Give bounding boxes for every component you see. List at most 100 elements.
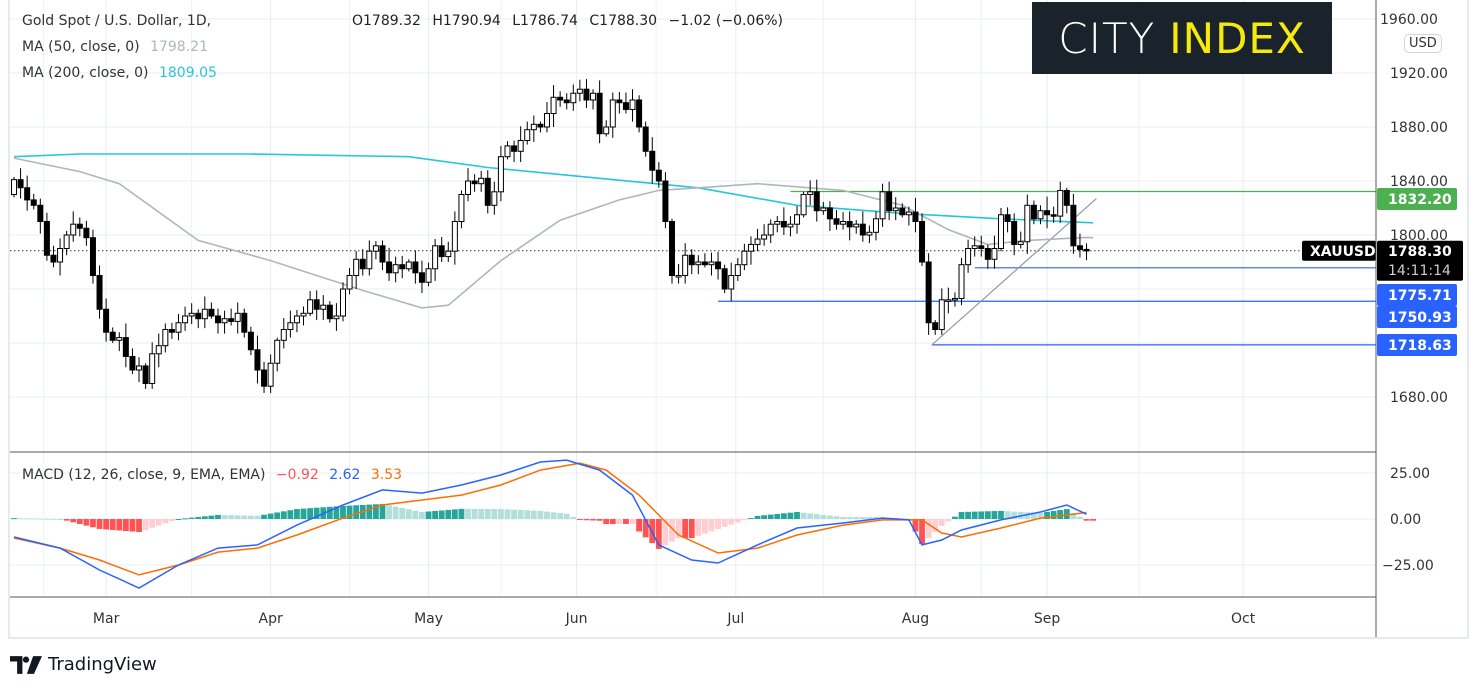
symbol-title[interactable]: Gold Spot / U.S. Dollar, 1D, xyxy=(22,13,212,29)
candle-body xyxy=(807,191,814,196)
price-tick-label: 1840.00 xyxy=(1390,174,1448,190)
macd-histogram-bar xyxy=(504,509,511,519)
month-label: Aug xyxy=(902,611,929,627)
candle-body xyxy=(300,312,307,317)
macd-histogram-bar xyxy=(109,519,116,530)
macd-histogram-bar xyxy=(840,516,846,519)
macd-histogram-bar xyxy=(853,517,860,519)
candle-body xyxy=(629,99,636,110)
candle-body xyxy=(214,315,221,324)
macd-histogram-bar xyxy=(603,519,610,525)
candle xyxy=(221,310,228,334)
candle xyxy=(820,201,827,215)
candle-body xyxy=(11,179,17,195)
candle xyxy=(109,327,116,343)
macd-histogram-bar xyxy=(90,519,96,528)
candle-body xyxy=(925,261,932,324)
candle xyxy=(1024,194,1031,254)
macd-histogram-bar xyxy=(754,515,761,519)
macd-histogram-bar xyxy=(1070,512,1077,519)
candle-body xyxy=(636,99,643,128)
macd-histogram-bar xyxy=(346,505,353,519)
tradingview-brand[interactable]: TradingView xyxy=(10,654,157,675)
macd-histogram-bar xyxy=(780,513,787,519)
macd-histogram-bar xyxy=(550,512,557,519)
candle xyxy=(195,309,202,329)
candle xyxy=(998,208,1004,252)
macd-histogram-bar xyxy=(945,519,952,522)
low-value: L1786.74 xyxy=(512,13,578,29)
macd-tick-label: 0.00 xyxy=(1390,512,1421,528)
candle xyxy=(557,91,564,107)
candle-body xyxy=(872,218,879,233)
macd-histogram-bar xyxy=(247,515,254,519)
candle xyxy=(438,237,445,262)
month-label: Mar xyxy=(93,611,120,627)
candle xyxy=(543,102,550,133)
ma50-legend[interactable]: MA (50, close, 0) 1798.21 xyxy=(22,39,214,55)
candle xyxy=(175,313,182,341)
level-label-box xyxy=(1377,284,1457,306)
candle-body xyxy=(609,99,616,128)
candle-body xyxy=(37,204,44,223)
candle xyxy=(563,93,570,110)
macd-histogram-bar xyxy=(787,512,794,519)
candle xyxy=(511,140,518,163)
macd-histogram-bar xyxy=(57,519,63,520)
macd-histogram-bar xyxy=(728,519,735,525)
candle-body xyxy=(530,123,537,131)
candle-body xyxy=(1070,204,1077,247)
macd-histogram-bar xyxy=(96,519,103,529)
candle-body xyxy=(958,264,965,299)
candle-body xyxy=(24,187,31,201)
candle xyxy=(1030,200,1037,225)
candle xyxy=(550,85,557,127)
candle-body xyxy=(603,126,610,135)
candle-body xyxy=(491,191,498,206)
ma200-legend[interactable]: MA (200, close, 0) 1809.05 xyxy=(22,65,223,81)
macd-histogram-bar xyxy=(702,519,708,534)
trend-line[interactable] xyxy=(931,198,1097,346)
candle-body xyxy=(846,221,853,228)
level-label-box xyxy=(1377,188,1457,210)
candle-body xyxy=(353,258,360,276)
macd-histogram-bar xyxy=(511,509,517,519)
macd-histogram-bar xyxy=(122,519,129,532)
time-axis[interactable]: Mar Apr May Jun Jul Aug Sep Oct xyxy=(93,611,1256,627)
candle-body xyxy=(149,353,156,384)
macd-histogram-bar xyxy=(590,519,596,521)
candle-body xyxy=(438,245,445,258)
candle-body xyxy=(267,362,274,387)
candle-body xyxy=(70,223,77,236)
macd-histogram-bar xyxy=(958,512,965,519)
macd-histogram-bar xyxy=(912,519,919,532)
macd-legend[interactable]: MACD (12, 26, close, 9, EMA, EMA) −0.92 … xyxy=(22,467,408,483)
macd-histogram-bar xyxy=(215,514,221,519)
ohlc-readout: O1789.32 H1790.94 L1786.74 C1788.30 −1.0… xyxy=(352,13,790,29)
candle xyxy=(366,240,373,276)
candle-body xyxy=(998,214,1004,249)
macd-histogram-bar xyxy=(570,516,577,519)
candle xyxy=(405,259,412,272)
macd-histogram-bar xyxy=(274,512,281,519)
candle xyxy=(129,348,136,375)
candle-body xyxy=(484,177,491,206)
candle-body xyxy=(359,258,366,270)
candle-body xyxy=(247,331,254,351)
candle xyxy=(162,323,169,353)
candle xyxy=(1017,231,1024,249)
candle-body xyxy=(557,96,564,101)
price-chart[interactable]: 1960.00 1920.00 1880.00 1840.00 1800.00 1680.… xyxy=(0,0,1484,645)
currency-button[interactable]: USD xyxy=(1404,34,1442,53)
macd-histogram-bar xyxy=(333,506,340,519)
candle xyxy=(142,363,149,389)
candle xyxy=(458,190,465,229)
price-axis[interactable]: 1960.00 1920.00 1880.00 1840.00 1800.00 1680.… xyxy=(1302,12,1463,574)
candle-body xyxy=(425,268,432,283)
candle-body xyxy=(1076,245,1083,250)
candle xyxy=(761,224,768,246)
macd-pane xyxy=(11,459,1097,589)
macd-histogram-bar xyxy=(965,511,971,519)
macd-histogram-bar xyxy=(261,514,267,519)
macd-histogram-bar xyxy=(50,518,57,520)
